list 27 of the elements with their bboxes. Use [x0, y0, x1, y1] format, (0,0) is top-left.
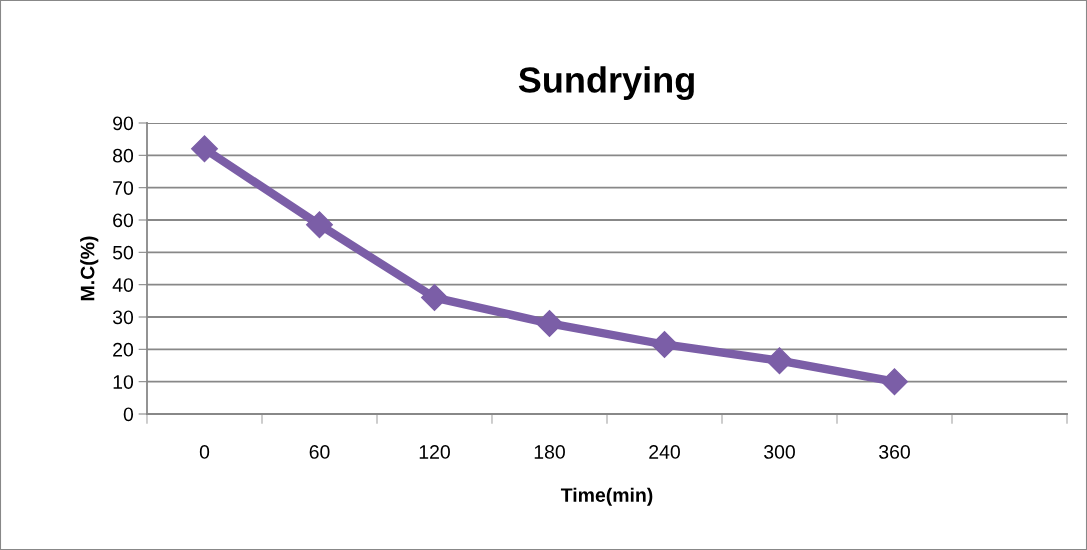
- y-tick-label: 60: [113, 213, 134, 228]
- x-tick-label: 60: [309, 445, 330, 459]
- chart-title: Sundrying: [518, 66, 694, 101]
- point: [881, 368, 908, 396]
- x-tick-label: 300: [764, 445, 795, 459]
- y-axis-title: M.C(%): [80, 236, 99, 301]
- y-tick-label: 0: [123, 407, 134, 422]
- y-tick-label: 90: [113, 116, 134, 131]
- y-tick-label: 70: [113, 181, 134, 195]
- y-tick-label: 10: [113, 375, 134, 389]
- point: [536, 310, 563, 337]
- y-tick-label: 80: [113, 148, 134, 163]
- x-tick-label: 120: [419, 445, 450, 459]
- x-tick-label: 240: [649, 445, 680, 459]
- point: [651, 331, 678, 358]
- point: [191, 135, 218, 163]
- x-tick-label: 180: [534, 445, 565, 459]
- point: [306, 211, 333, 239]
- x-axis-title: Time(min): [560, 487, 653, 506]
- point: [766, 347, 793, 375]
- y-tick-label: 50: [112, 245, 134, 260]
- x-tick-label: 0: [199, 445, 210, 459]
- y-tick-label: 20: [113, 342, 134, 357]
- x-tick-label: 360: [879, 445, 910, 459]
- y-tick-label: 40: [112, 278, 134, 292]
- point: [421, 284, 448, 312]
- y-tick-label: 30: [112, 310, 134, 325]
